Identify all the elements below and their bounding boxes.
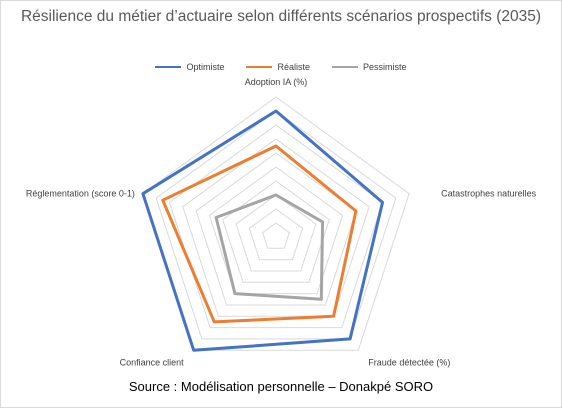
chart-title: Résilience du métier d’actuaire selon di… (20, 8, 542, 25)
source-note: Source : Modélisation personnelle – Dona… (128, 379, 434, 394)
grid-ring (182, 138, 370, 317)
axis-label-confiance-client: Confiance client (120, 357, 185, 367)
grid-ring (155, 110, 397, 340)
series-line-realiste (161, 144, 358, 324)
series-line-optimiste (141, 109, 384, 352)
radar-grid (142, 96, 410, 351)
legend-item-realiste: Réaliste (246, 62, 310, 72)
axis-label-reglementation: Réglementation (score 0-1) (26, 189, 135, 199)
axis-label-fraude-detectee: Fraude détectée (%) (368, 357, 450, 367)
axis-label-catastrophes-naturelles: Catastrophes naturelles (441, 189, 537, 199)
legend-swatch-pessimiste (332, 66, 358, 68)
legend: Optimiste Réaliste Pessimiste (0, 62, 562, 72)
legend-item-pessimiste: Pessimiste (332, 62, 407, 72)
legend-item-optimiste: Optimiste (155, 62, 224, 72)
axis-labels: Adoption IA (%) Catastrophes naturelles … (26, 77, 537, 367)
legend-swatch-optimiste (155, 66, 182, 68)
legend-label-optimiste: Optimiste (186, 62, 225, 72)
radar-series (141, 109, 384, 352)
series-line-pessimiste (214, 193, 325, 301)
grid-ring (262, 222, 290, 249)
legend-label-realiste: Réaliste (277, 62, 310, 72)
grid-ring (248, 208, 304, 261)
legend-swatch-realiste (246, 66, 273, 68)
legend-label-pessimiste: Pessimiste (363, 62, 407, 72)
grid-ring (142, 96, 410, 351)
grid-ring (235, 194, 317, 272)
grid-ring (208, 166, 344, 295)
axis-label-adoption-ia: Adoption IA (%) (245, 77, 308, 87)
